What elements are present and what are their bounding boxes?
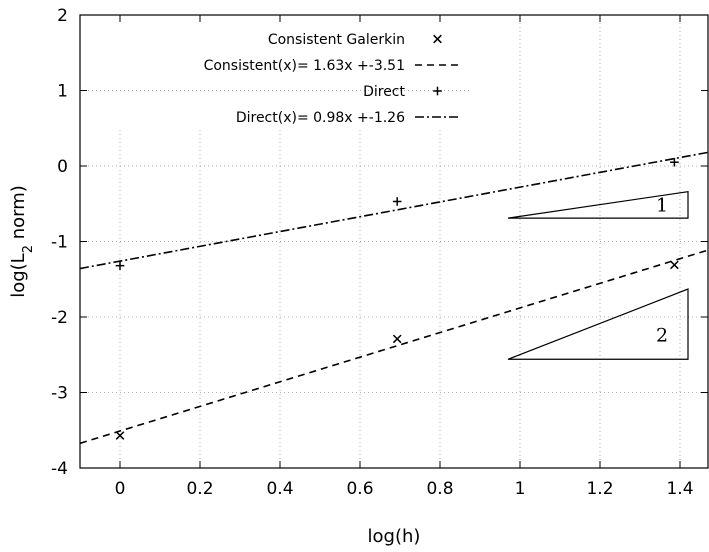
grid <box>80 14 708 469</box>
legend-label-2: Consistent(x)= 1.63x +-3.51 <box>204 58 405 74</box>
y-tick-label: 1 <box>57 82 68 102</box>
y-axis-title: log(L2 norm) <box>8 185 36 298</box>
x-tick-label: 0.2 <box>186 479 213 499</box>
legend-label-1: Consistent Galerkin <box>268 32 405 48</box>
y-tick-label: -3 <box>51 384 68 404</box>
x-tick-label: 0.6 <box>346 479 373 499</box>
x-axis-title: log(h) <box>368 526 421 547</box>
slope-triangle-label-2: 2 <box>656 325 668 347</box>
fit-line-2 <box>80 249 708 445</box>
point-1-2 <box>392 334 402 344</box>
point-3-3 <box>670 157 679 167</box>
x-tick-label: 1.4 <box>666 479 693 499</box>
legend-label-4: Direct(x)= 0.98x +-1.26 <box>236 110 405 126</box>
point-3-1 <box>115 261 125 270</box>
x-tick-label: 1 <box>515 479 526 499</box>
slope-triangle-label-1: 1 <box>656 194 668 216</box>
plot-frame <box>79 14 709 469</box>
x-tick-label: 0.4 <box>266 479 293 499</box>
y-axis-title-suffix: norm) <box>8 185 29 245</box>
x-tick-label: 0.8 <box>426 479 453 499</box>
x-tick-label: 1.2 <box>586 479 613 499</box>
axis-ticks <box>80 14 708 469</box>
fit-lines <box>80 151 708 445</box>
legend-label-3: Direct <box>363 84 405 100</box>
x-tick-label: 0 <box>115 479 126 499</box>
fit-line-4 <box>80 151 708 270</box>
slope-triangle-1 <box>507 190 689 219</box>
data-points <box>115 157 679 440</box>
y-axis-title-subscript: 2 <box>21 245 36 253</box>
y-axis-title-prefix: log(L <box>8 253 29 298</box>
y-tick-label: 2 <box>57 6 68 26</box>
point-1-1 <box>115 431 125 440</box>
point-3-2 <box>392 197 402 206</box>
slope-triangle-2 <box>507 288 689 360</box>
y-tick-label: 0 <box>57 157 68 177</box>
y-tick-label: -4 <box>51 459 68 479</box>
point-1-3 <box>670 260 679 270</box>
legend-marker-3 <box>433 86 442 96</box>
y-tick-label: -1 <box>51 233 68 253</box>
legend-marker-1 <box>433 34 442 44</box>
legend: Consistent Galerkin Consistent(x)= 1.63x … <box>204 32 460 126</box>
y-tick-label: -2 <box>51 308 68 328</box>
slope-triangles: 12 <box>507 190 689 360</box>
